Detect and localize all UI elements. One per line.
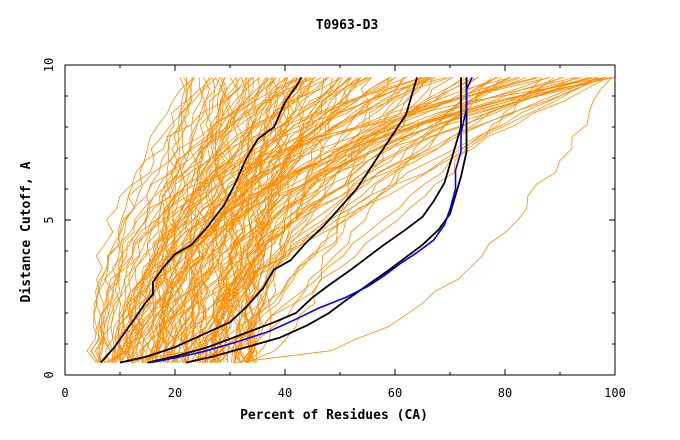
background-curve: [142, 77, 287, 363]
background-curve: [111, 77, 361, 363]
background-curve: [90, 77, 316, 363]
background-curve: [237, 77, 453, 363]
background-curve: [213, 77, 303, 363]
background-curve: [119, 77, 339, 363]
axis-ticks: 0 20 40 60 80 100 0 5 10: [42, 58, 626, 400]
reference-curve: [100, 76, 303, 364]
background-curve: [127, 77, 518, 363]
background-curve: [133, 77, 192, 363]
reference-curves: [100, 76, 473, 364]
background-curve: [167, 77, 330, 363]
x-tick-label: 80: [498, 386, 512, 400]
background-curve: [197, 77, 231, 363]
highlight-curve: [150, 77, 473, 364]
background-curve: [244, 77, 369, 363]
background-curve: [150, 77, 312, 363]
background-curve: [157, 77, 195, 363]
background-curve: [122, 77, 592, 363]
background-curve: [98, 77, 210, 363]
background-curve: [244, 77, 276, 363]
background-curve: [209, 77, 238, 363]
y-tick-label: 10: [42, 58, 56, 72]
background-curve: [234, 77, 613, 363]
background-curve: [141, 77, 269, 363]
background-curve: [247, 77, 289, 363]
background-curve: [211, 77, 247, 363]
background-curves: [86, 77, 615, 363]
background-curve: [233, 77, 333, 363]
reference-curve: [185, 77, 468, 364]
background-curve: [91, 77, 605, 363]
background-curve: [172, 77, 408, 363]
background-curve: [154, 77, 426, 363]
background-curve: [217, 77, 554, 363]
background-curve: [124, 77, 328, 363]
x-tick-label: 60: [388, 386, 402, 400]
background-curve: [97, 77, 260, 363]
y-axis-label: Distance Cutoff, A: [19, 161, 34, 302]
background-curve: [110, 77, 437, 363]
background-curve: [185, 77, 543, 363]
background-curve: [131, 77, 396, 363]
background-curve: [248, 77, 287, 363]
background-curve: [241, 77, 479, 363]
background-curve: [220, 77, 298, 363]
x-tick-label: 100: [604, 386, 626, 400]
background-curve: [163, 77, 502, 363]
background-curve: [162, 77, 217, 363]
x-axis-label: Percent of Residues (CA): [240, 408, 428, 423]
background-curve: [233, 77, 362, 363]
background-curve: [125, 77, 451, 363]
background-curve: [158, 77, 241, 363]
background-curve: [106, 77, 537, 363]
background-curve: [152, 77, 200, 363]
background-curve: [110, 77, 195, 363]
background-curve: [193, 77, 252, 363]
background-curve: [113, 77, 187, 363]
background-curve: [149, 77, 521, 363]
background-curve: [184, 77, 212, 363]
background-curve: [100, 77, 551, 363]
background-curve: [113, 77, 288, 363]
reference-curve: [147, 77, 462, 364]
chart-title: T0963-D3: [316, 18, 379, 33]
background-curve: [245, 77, 362, 363]
background-curve: [197, 77, 562, 363]
background-curve: [157, 77, 604, 363]
y-tick-label: 5: [42, 216, 56, 223]
background-curve: [170, 77, 315, 363]
reference-curve: [119, 77, 418, 364]
background-curve: [239, 77, 429, 363]
background-curve: [176, 77, 213, 363]
x-tick-label: 0: [61, 386, 68, 400]
background-curve: [180, 77, 512, 363]
y-tick-label: 0: [42, 371, 56, 378]
background-curve: [214, 77, 247, 363]
background-curve: [146, 77, 390, 363]
x-tick-label: 40: [278, 386, 292, 400]
background-curve: [96, 77, 269, 363]
x-tick-label: 20: [168, 386, 182, 400]
background-curve: [202, 77, 493, 363]
